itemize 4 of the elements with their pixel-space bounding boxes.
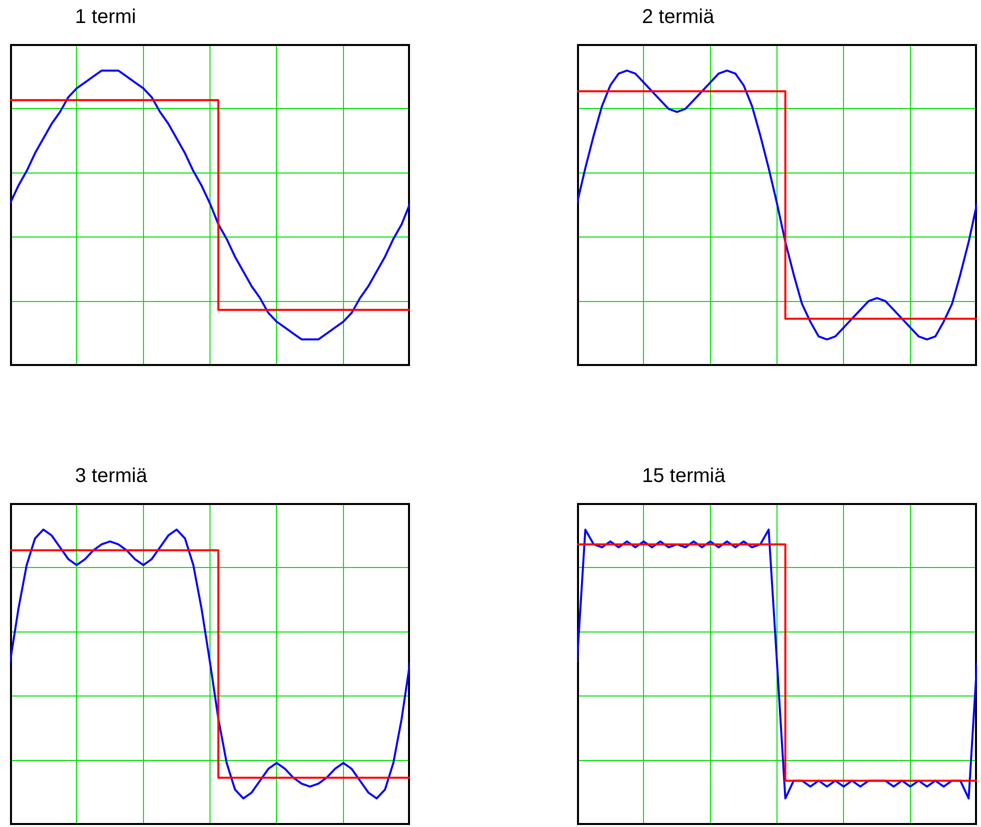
chart-title: 15 termiä xyxy=(642,465,726,488)
chart-title: 3 termiä xyxy=(75,465,148,488)
chart-title: 2 termiä xyxy=(642,6,714,29)
chart-title: 1 termi xyxy=(75,6,136,29)
